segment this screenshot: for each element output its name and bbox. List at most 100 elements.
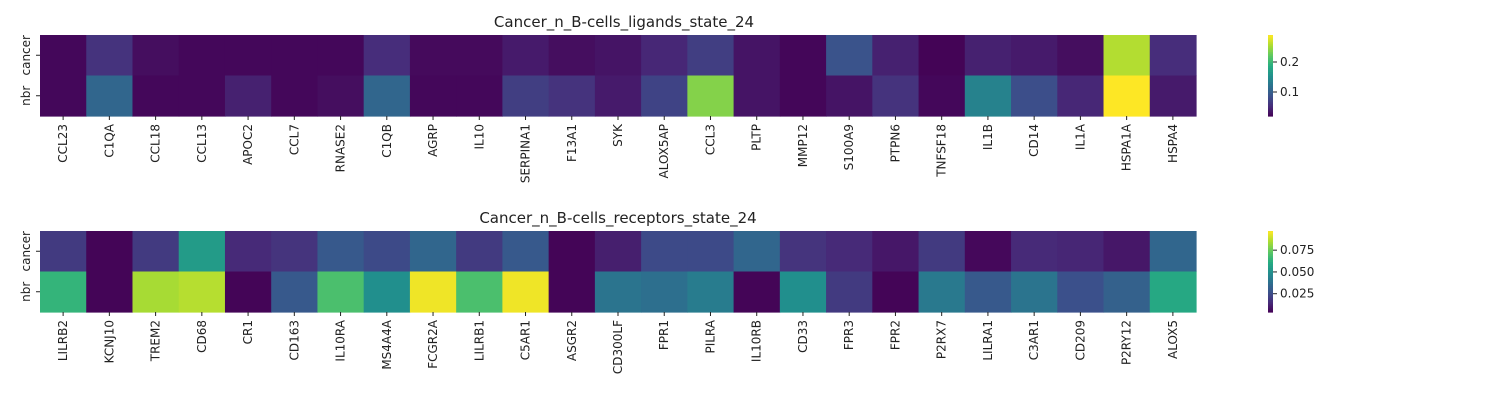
heatmap-cell: [641, 35, 688, 77]
colorbar-segment: [1268, 237, 1273, 240]
column-label: PLTP: [750, 124, 764, 151]
column-label: LILRB2: [56, 320, 70, 361]
row-label: nbr: [19, 282, 33, 302]
heatmap-cell: [964, 75, 1012, 117]
heatmap-cell: [178, 35, 226, 77]
heatmap-cell: [1103, 231, 1151, 273]
colorbar-segment: [1268, 265, 1273, 269]
colorbar-segment: [1268, 103, 1273, 107]
column-label: ALOX5AP: [657, 124, 671, 178]
column-label: IL10: [472, 124, 486, 150]
heatmap-cell: [1057, 35, 1105, 77]
heatmap-cell: [779, 35, 827, 77]
heatmap-cell: [271, 75, 319, 117]
column-label: FCGR2A: [426, 319, 440, 369]
heatmap-cell: [224, 75, 272, 117]
heatmap-cell: [502, 231, 550, 273]
colorbar-segment: [1268, 231, 1273, 234]
heatmap-cell: [1011, 231, 1058, 273]
heatmap-cell: [502, 75, 550, 117]
heatmap-cell: [86, 35, 134, 77]
heatmap-cell: [733, 35, 781, 77]
heatmap-cell: [86, 231, 134, 273]
heatmap-cell: [1057, 231, 1105, 273]
heatmap-cell: [779, 231, 827, 273]
colorbar-segment: [1268, 95, 1273, 99]
colorbar-segment: [1268, 309, 1273, 313]
heatmap-cell: [409, 231, 457, 273]
heatmap-cell: [733, 231, 781, 273]
column-label: C1QB: [380, 124, 394, 158]
column-label: F13A1: [565, 124, 579, 162]
column-label: TREM2: [149, 320, 163, 362]
column-label: CD163: [287, 320, 301, 361]
column-label: FPR3: [842, 320, 856, 350]
colorbar-segment: [1268, 239, 1273, 242]
heatmap-cell: [271, 35, 319, 77]
heatmap-cell: [1149, 271, 1197, 313]
colorbar-segment: [1268, 263, 1273, 267]
heatmap-cell: [1057, 271, 1105, 313]
heatmap-cell: [964, 231, 1012, 273]
colorbar-segment: [1268, 283, 1273, 287]
colorbar-tick-label: 0.075: [1280, 243, 1314, 257]
ligands-heatmap-title: Cancer_n_B-cells_ligands_state_24: [494, 13, 754, 32]
column-label: ALOX5: [1166, 320, 1180, 359]
colorbar-segment: [1268, 71, 1273, 75]
colorbar-segment: [1268, 67, 1273, 71]
colorbar-segment: [1268, 245, 1273, 248]
heatmap-cell: [132, 231, 180, 273]
heatmap-cell: [1011, 35, 1058, 77]
heatmap-cell: [40, 271, 87, 313]
heatmap-cell: [641, 75, 688, 117]
colorbar-segment: [1268, 37, 1273, 40]
heatmap-cell: [363, 271, 411, 313]
heatmap-cell: [548, 75, 596, 117]
heatmap-cell: [733, 75, 781, 117]
heatmap-cell: [271, 271, 319, 313]
heatmap-cell: [409, 35, 457, 77]
colorbar-tick-label: 0.025: [1280, 287, 1314, 301]
column-label: APOC2: [241, 124, 255, 165]
column-label: FPR1: [657, 320, 671, 350]
heatmap-cell: [1149, 35, 1197, 77]
heatmap-cell: [826, 75, 873, 117]
heatmap-cell: [687, 75, 735, 117]
colorbar-segment: [1268, 89, 1273, 93]
colorbar-segment: [1268, 249, 1273, 252]
colorbar-segment: [1268, 275, 1273, 279]
colorbar-segment: [1268, 49, 1273, 52]
heatmap-cell: [779, 271, 827, 313]
heatmap-cell: [40, 75, 87, 117]
colorbar-segment: [1268, 93, 1273, 97]
row-label: cancer: [19, 231, 33, 272]
heatmap-cell: [317, 231, 365, 273]
colorbar-segment: [1268, 99, 1273, 103]
heatmap-cell: [548, 271, 596, 313]
colorbar-segment: [1268, 253, 1273, 256]
column-label: CD209: [1073, 320, 1087, 361]
heatmap-cell: [86, 75, 134, 117]
colorbar-segment: [1268, 81, 1273, 85]
heatmap-cell: [918, 75, 966, 117]
column-label: CD300LF: [611, 320, 625, 374]
colorbar-segment: [1268, 55, 1273, 58]
heatmap-cell: [872, 75, 920, 117]
heatmap-cell: [548, 231, 596, 273]
heatmap-cell: [317, 271, 365, 313]
colorbar-segment: [1268, 297, 1273, 301]
column-label: CCL7: [287, 124, 301, 155]
heatmap-cell: [1011, 75, 1058, 117]
heatmap-cell: [826, 231, 873, 273]
heatmap-cell: [1103, 271, 1151, 313]
colorbar-segment: [1268, 289, 1273, 293]
heatmap-cell: [918, 271, 966, 313]
heatmap-cell: [317, 75, 365, 117]
column-label: CCL3: [703, 124, 717, 155]
column-label: CCL18: [149, 124, 163, 163]
column-label: MS4A4A: [380, 319, 394, 369]
colorbar-segment: [1268, 307, 1273, 311]
heatmap-cell: [363, 35, 411, 77]
heatmap-cell: [687, 231, 735, 273]
